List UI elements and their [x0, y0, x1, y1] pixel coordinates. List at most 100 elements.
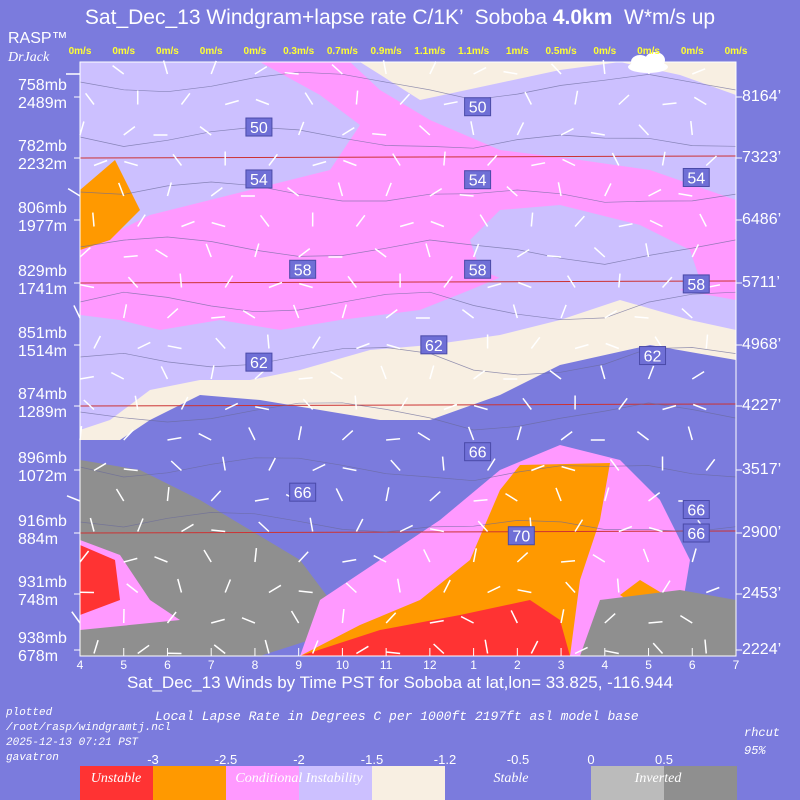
- wind-barb: [93, 462, 107, 472]
- wind-barb: [516, 248, 530, 258]
- wind-barb: [648, 188, 662, 197]
- wind-barb: [254, 497, 269, 502]
- wind-barb: [566, 275, 576, 288]
- wind-barb: [618, 525, 633, 533]
- wind-barb: [330, 370, 343, 380]
- wind-barb: [604, 183, 612, 197]
- wind-barb: [298, 248, 311, 258]
- wind-barb: [385, 487, 390, 502]
- wind-barb: [524, 91, 533, 105]
- contour-label-text: 50: [469, 100, 487, 117]
- wind-barb: [155, 248, 168, 258]
- wind-barb: [618, 273, 621, 288]
- wind-barb: [531, 464, 545, 472]
- wind-barb: [609, 458, 620, 471]
- wind-barb: [166, 611, 177, 624]
- wind-barb: [170, 460, 182, 472]
- wind-barb: [298, 377, 313, 380]
- wstar-label: 0.5m/s: [545, 46, 577, 57]
- wind-barb: [418, 125, 431, 136]
- legend-swatch: [226, 766, 299, 800]
- wind-barb: [693, 96, 707, 106]
- contour-label: 54: [245, 169, 273, 189]
- wind-barb: [472, 548, 478, 563]
- wind-barb: [690, 121, 694, 136]
- wstar-label: 0m/s: [593, 46, 617, 57]
- contour-label: 66: [682, 500, 710, 520]
- wind-barb: [386, 343, 401, 350]
- x-tick-label: 9: [295, 658, 302, 672]
- wind-barb: [704, 639, 708, 654]
- wind-barb: [331, 64, 343, 75]
- wstar-label: 0.3m/s: [283, 46, 315, 57]
- wind-barb: [123, 557, 138, 563]
- wind-barb: [123, 126, 136, 136]
- wind-barb: [443, 101, 458, 106]
- wind-barb: [691, 548, 697, 563]
- contour-line: [79, 236, 737, 265]
- wind-barb: [634, 316, 649, 319]
- rhcut-info: rhcut 95%: [744, 726, 781, 758]
- wind-barb: [392, 153, 401, 166]
- wind-barb: [117, 182, 125, 197]
- wind-barb: [705, 586, 720, 594]
- legend-value: 0.5: [654, 752, 674, 767]
- y-right-label: 6486’: [742, 211, 782, 228]
- y-left-label: 829mb 1741m: [18, 263, 67, 299]
- x-tick-label: 4: [601, 658, 609, 672]
- wind-barb: [180, 92, 191, 105]
- wind-barb: [600, 365, 606, 380]
- height-m-label: 678m: [18, 648, 59, 665]
- wind-barb: [199, 125, 212, 136]
- wind-barb: [380, 365, 387, 380]
- contour-label: 58: [464, 259, 492, 279]
- wind-barb: [67, 187, 81, 197]
- contour-label: 58: [682, 274, 710, 294]
- contour-label: 62: [245, 352, 273, 372]
- wind-barb: [258, 521, 270, 533]
- contour-label-text: 66: [294, 485, 312, 502]
- wind-barb: [680, 614, 693, 624]
- wind-barb: [429, 365, 435, 380]
- wind-barb: [487, 154, 498, 167]
- legend-swatch: [664, 766, 737, 800]
- wind-barb: [73, 305, 81, 319]
- wind-barb: [443, 403, 458, 411]
- wind-barb: [618, 223, 633, 228]
- wind-barb: [80, 284, 95, 289]
- wind-barb: [126, 583, 139, 594]
- wind-barb: [705, 334, 709, 349]
- wstar-label: 0m/s: [199, 46, 223, 57]
- x-axis-label: Sat_Dec_13 Winds by Time PST for Soboba …: [126, 673, 674, 692]
- wind-barb: [222, 456, 226, 471]
- wind-barb: [211, 529, 226, 533]
- legend-value: -0.5: [506, 752, 530, 767]
- contour-line: [79, 71, 737, 101]
- wind-barb: [211, 618, 225, 624]
- wind-barb: [335, 488, 344, 502]
- pressure-label: 758mb: [18, 77, 67, 94]
- wind-barb: [547, 255, 562, 258]
- wind-barb: [611, 152, 620, 166]
- wind-barb: [549, 370, 562, 380]
- contour-label-text: 58: [687, 277, 705, 294]
- wind-barb: [648, 621, 663, 624]
- wind-barb: [166, 308, 179, 319]
- rasp-brand: RASP™: [8, 30, 68, 47]
- wind-barb: [604, 650, 619, 655]
- legend-value: -2: [293, 752, 305, 767]
- wstar-label: 0.9m/s: [370, 46, 402, 57]
- legend-value: -1.2: [433, 752, 457, 767]
- wind-barb: [266, 334, 270, 349]
- wind-barb: [112, 65, 125, 75]
- contour-line: [79, 181, 737, 203]
- lapse-rate-field: [80, 62, 736, 656]
- contour-label-text: 50: [250, 120, 268, 137]
- y-left-label: 758mb 2489m: [18, 77, 67, 113]
- wind-barb: [429, 528, 445, 533]
- wind-barb: [298, 282, 313, 289]
- y-right-label: 3517’: [742, 461, 782, 478]
- contour-label-text: 66: [687, 526, 705, 543]
- wind-barb: [372, 133, 387, 136]
- wind-barb: [429, 619, 444, 624]
